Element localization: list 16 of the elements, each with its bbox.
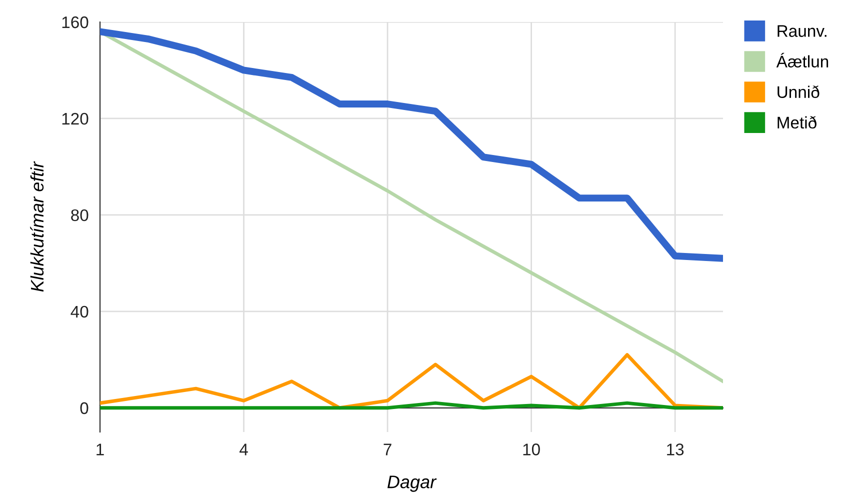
x-tick-label: 13 [667,444,684,456]
y-tick-label: 80 [71,209,88,222]
x-tick-label: 1 [96,444,104,456]
legend-label: Áætlun [776,52,828,68]
x-axis-title: Dagar [387,476,437,492]
legend-label: Unnið [778,86,820,98]
x-tick-label: 4 [240,444,248,456]
x-tick-label: 7 [384,444,392,456]
legend-label: Metið [778,116,816,129]
y-tick-label: 160 [62,16,88,28]
y-tick-label: 120 [62,112,88,125]
y-axis-title: Klukkutímar eftir [30,161,44,292]
x-tick-label: 10 [523,444,540,456]
legend-label: Raunv. [778,25,826,37]
y-tick-label: 40 [70,306,88,318]
y-tick-label: 0 [80,402,88,414]
